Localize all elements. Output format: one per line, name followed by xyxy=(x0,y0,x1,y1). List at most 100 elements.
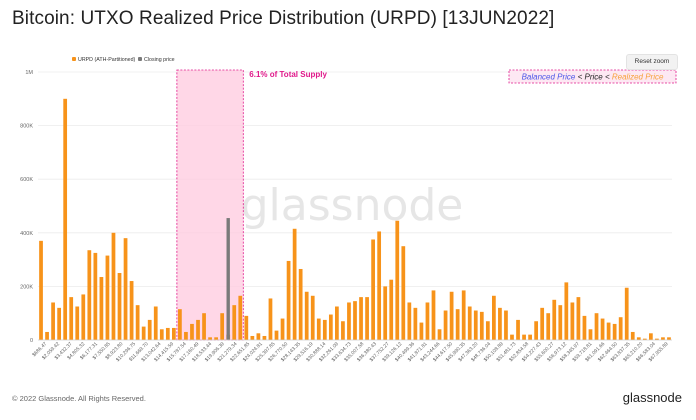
urpd-bar xyxy=(648,333,653,340)
urpd-bar xyxy=(473,310,478,340)
urpd-bar xyxy=(600,318,605,340)
urpd-bar xyxy=(492,295,496,340)
urpd-bar xyxy=(93,252,98,340)
urpd-bar xyxy=(534,321,539,340)
urpd-bar xyxy=(618,317,623,340)
page-title: Bitcoin: UTXO Realized Price Distributio… xyxy=(12,8,555,29)
urpd-bar xyxy=(528,334,532,340)
urpd-bar xyxy=(455,309,460,340)
annotation-sep1: < xyxy=(575,73,584,82)
annotation-text: Balanced Price < Price < Realized Price xyxy=(522,73,664,82)
highlight-region-rect xyxy=(176,69,244,341)
urpd-bar xyxy=(190,323,194,340)
legend-swatch xyxy=(138,57,142,61)
urpd-bar xyxy=(232,305,237,340)
urpd-bar xyxy=(159,329,164,340)
urpd-bar xyxy=(485,321,490,340)
urpd-bar xyxy=(655,338,659,340)
urpd-bar xyxy=(395,220,400,340)
urpd-bar xyxy=(196,319,200,340)
urpd-bar xyxy=(153,306,158,340)
reset-zoom-button[interactable]: Reset zoom xyxy=(626,54,678,70)
urpd-bar xyxy=(564,282,569,340)
urpd-bar xyxy=(353,301,357,340)
urpd-bar xyxy=(184,331,188,340)
urpd-bar xyxy=(63,98,68,340)
urpd-bar xyxy=(316,318,321,340)
urpd-bar xyxy=(105,255,110,340)
urpd-bar xyxy=(220,313,225,340)
urpd-bar xyxy=(467,306,472,340)
watermark-text: glassnode xyxy=(241,180,464,231)
annotation-part1: Balanced Price xyxy=(522,73,576,82)
urpd-bar xyxy=(516,319,520,340)
urpd-bar xyxy=(437,329,442,340)
urpd-bar xyxy=(661,337,665,340)
urpd-bar xyxy=(431,290,436,340)
urpd-bar xyxy=(99,277,104,340)
urpd-bar xyxy=(419,322,424,340)
urpd-bar xyxy=(582,315,587,340)
y-tick-label: 600K xyxy=(20,177,33,183)
footer-copyright: © 2022 Glassnode. All Rights Reserved. xyxy=(12,394,146,403)
urpd-bar xyxy=(510,334,514,340)
urpd-bar xyxy=(335,306,339,340)
urpd-bar xyxy=(576,297,581,340)
urpd-bar xyxy=(540,307,545,340)
urpd-bar xyxy=(81,294,86,340)
urpd-chart: 0 200K 400K 600K 800K 1M glassnode 6.1% of To… xyxy=(20,57,677,363)
urpd-bar xyxy=(208,337,212,340)
urpd-bar xyxy=(123,238,128,340)
urpd-bar xyxy=(178,309,182,340)
urpd-bar xyxy=(39,240,43,340)
y-tick-label: 1M xyxy=(25,70,33,76)
chart-panel: 0 200K 400K 600K 800K 1M glassnode 6.1% of To… xyxy=(12,48,684,378)
urpd-bar xyxy=(268,298,273,340)
closing-price-bar xyxy=(226,218,230,340)
urpd-bar xyxy=(129,281,134,340)
legend-swatch xyxy=(72,57,76,61)
urpd-bar xyxy=(298,268,303,340)
urpd-bar xyxy=(636,337,641,340)
annotation-part3: Realized Price xyxy=(612,73,664,82)
y-tick-label: 800K xyxy=(20,124,33,130)
urpd-bar xyxy=(256,333,261,340)
urpd-bar xyxy=(262,335,267,340)
urpd-bar xyxy=(371,239,375,340)
urpd-bar xyxy=(407,302,412,340)
urpd-bar xyxy=(286,260,291,340)
urpd-bar xyxy=(135,305,140,340)
urpd-bar xyxy=(389,279,394,340)
legend: URPD (ATH-Partitioned) Closing price xyxy=(72,57,175,63)
urpd-bar xyxy=(57,307,62,340)
urpd-bar xyxy=(570,302,575,340)
urpd-bar xyxy=(552,299,557,340)
urpd-bar xyxy=(624,287,629,340)
urpd-bar xyxy=(328,314,333,340)
highlight-label: 6.1% of Total Supply xyxy=(249,70,327,79)
urpd-bar xyxy=(250,335,255,340)
urpd-bar xyxy=(401,246,406,340)
urpd-bar xyxy=(504,310,508,340)
urpd-bar xyxy=(202,313,206,340)
urpd-bar xyxy=(341,321,345,340)
urpd-bar xyxy=(558,305,563,340)
legend-entry: Closing price xyxy=(144,57,175,63)
urpd-bar xyxy=(304,291,309,340)
annotation-box: Balanced Price < Price < Realized Price xyxy=(508,69,677,84)
urpd-bar xyxy=(310,295,315,340)
urpd-bar xyxy=(588,329,593,340)
urpd-bar xyxy=(75,306,80,340)
urpd-bar xyxy=(244,315,249,340)
urpd-bar xyxy=(594,313,599,340)
urpd-bar xyxy=(359,297,363,340)
urpd-bar xyxy=(383,286,388,340)
bars xyxy=(39,98,671,340)
y-tick-label: 200K xyxy=(20,284,33,290)
urpd-bar xyxy=(141,326,146,340)
urpd-bar xyxy=(630,331,635,340)
urpd-bar xyxy=(461,290,466,340)
urpd-bar xyxy=(274,330,279,340)
urpd-bar xyxy=(69,297,74,340)
y-tick-label: 0 xyxy=(30,338,33,344)
